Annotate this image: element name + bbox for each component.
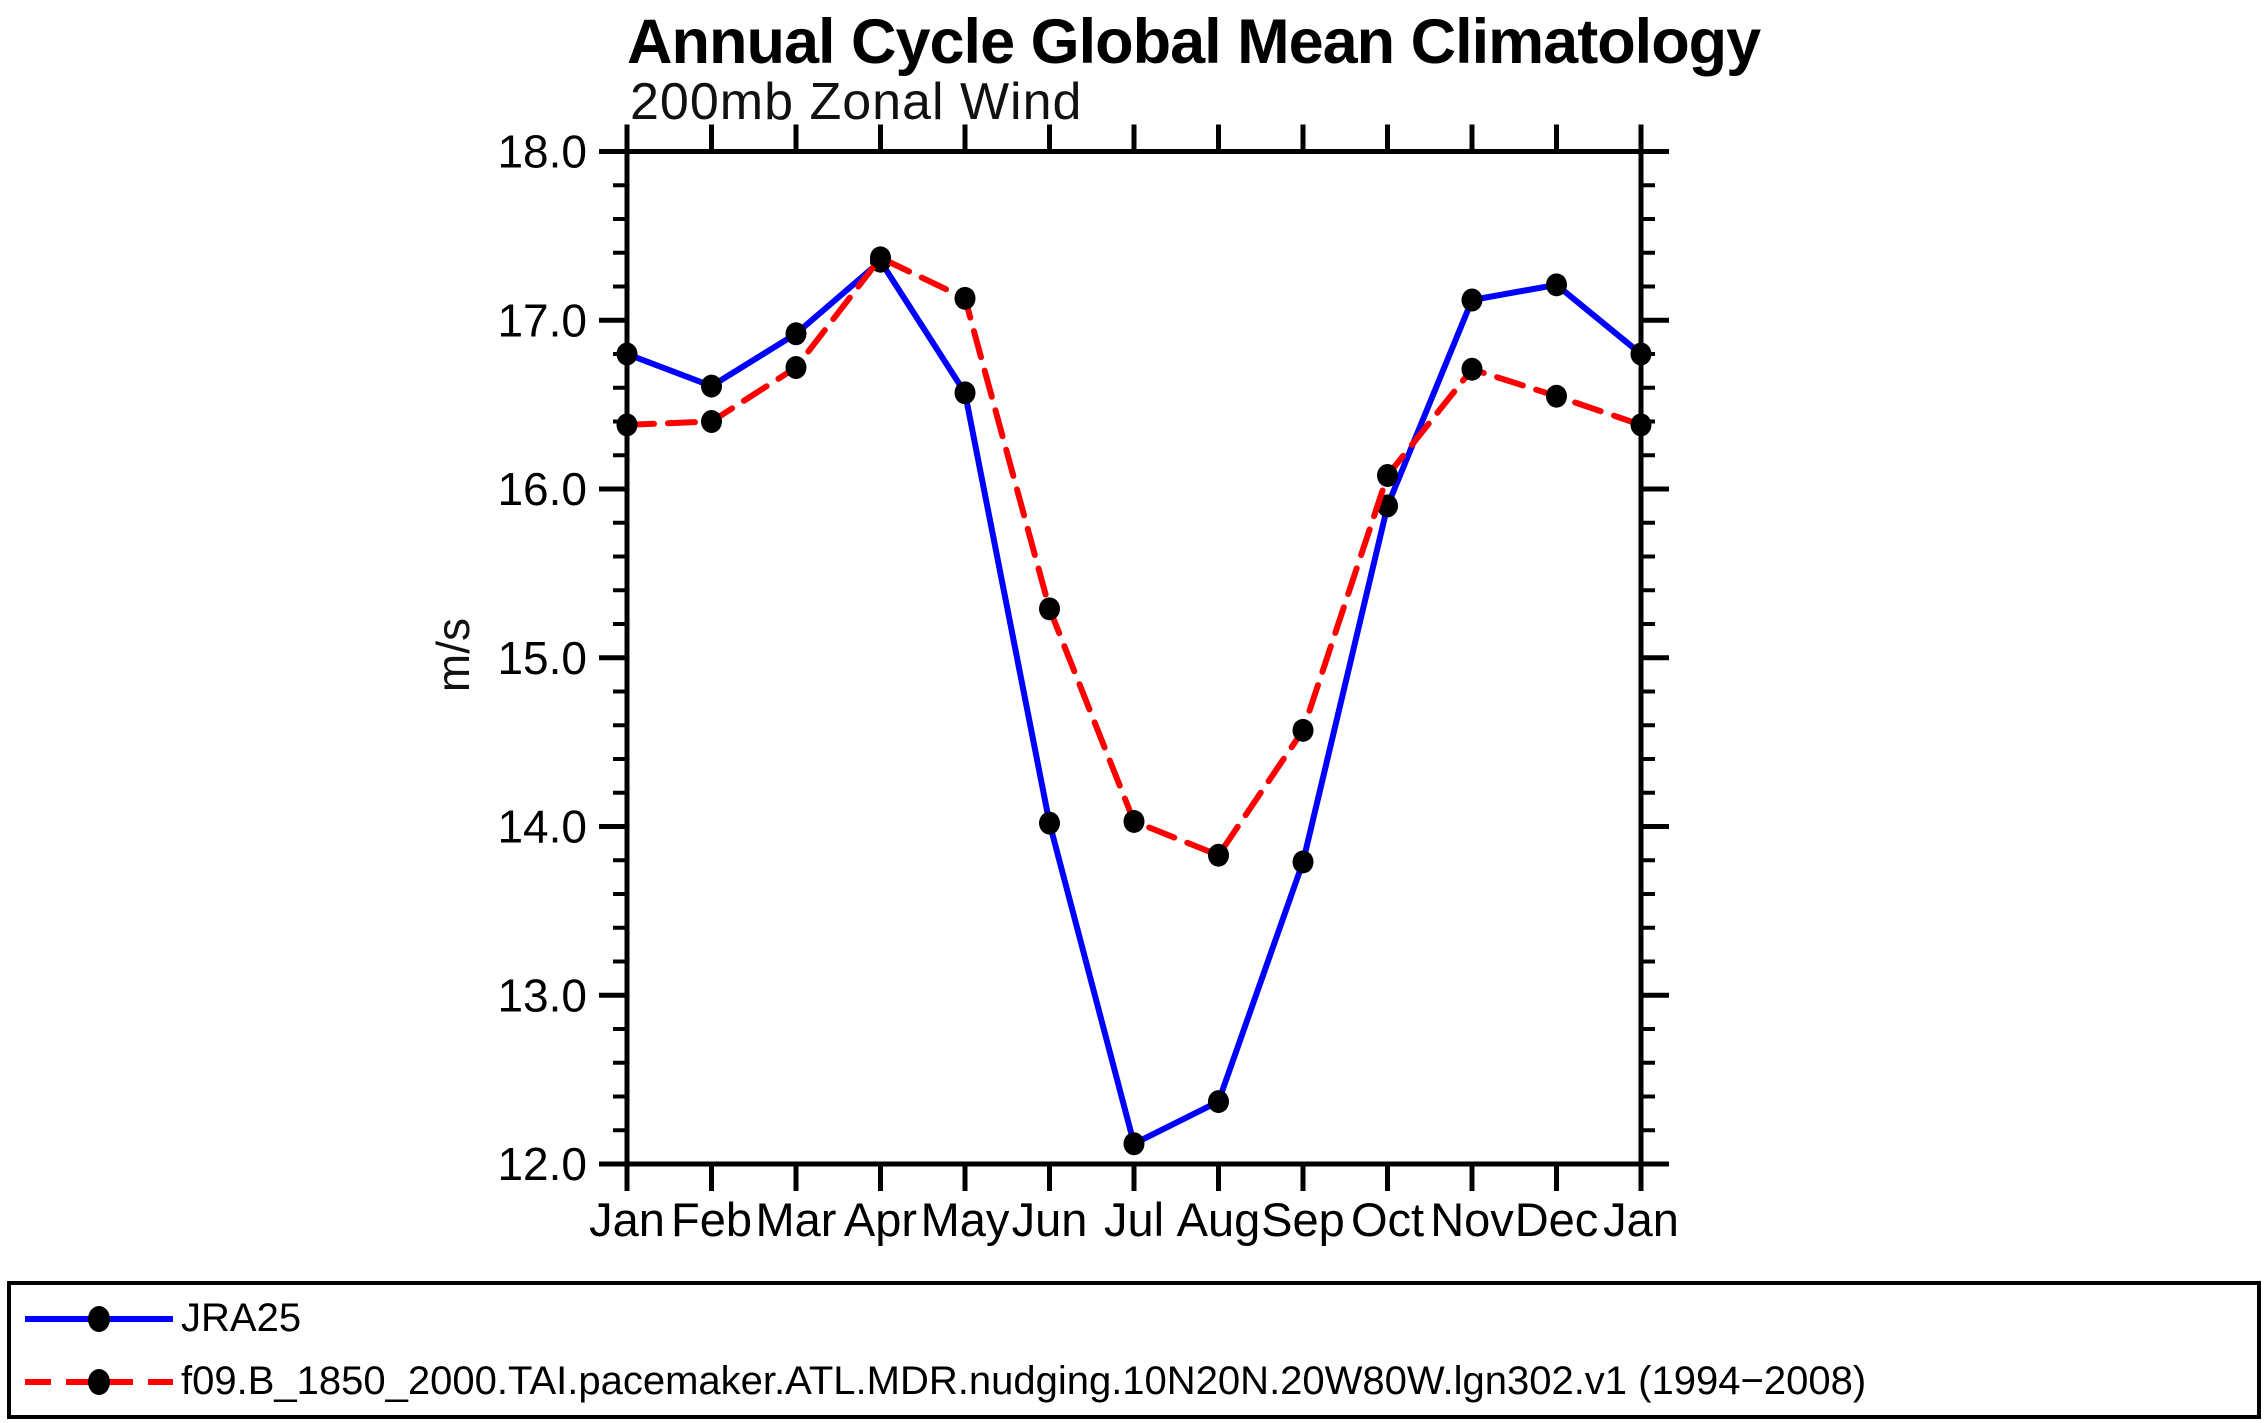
data-point — [1292, 850, 1314, 874]
x-tick-label: Feb — [671, 1193, 752, 1246]
x-tick-label: Jul — [1104, 1193, 1164, 1246]
chart-title: Annual Cycle Global Mean Climatology — [627, 7, 1761, 77]
y-tick-label: 15.0 — [497, 632, 587, 684]
y-tick-label: 14.0 — [497, 801, 587, 853]
data-point — [1292, 718, 1314, 742]
legend-swatch-dashed-line — [25, 1368, 173, 1395]
x-tick-label: Apr — [844, 1193, 917, 1246]
x-tick-label: Jan — [589, 1193, 665, 1246]
data-point — [1208, 843, 1229, 867]
data-point — [954, 381, 976, 405]
data-point — [954, 286, 976, 310]
data-point — [1546, 384, 1567, 408]
series-line-0 — [624, 258, 1644, 1147]
data-point — [785, 322, 807, 346]
x-tick-label: Jan — [1603, 1193, 1679, 1246]
data-point — [1630, 413, 1652, 437]
y-tick-label: 12.0 — [497, 1138, 587, 1190]
data-point — [1461, 288, 1483, 312]
x-tick-label: Dec — [1515, 1193, 1599, 1246]
x-tick-label: Oct — [1351, 1193, 1424, 1246]
legend-entry-model: f09.B_1850_2000.TAI.pacemaker.ATL.MDR.nu… — [23, 1354, 2257, 1410]
y-tick-label: 16.0 — [497, 463, 587, 515]
x-tick-label: Sep — [1261, 1193, 1345, 1246]
legend-label: f09.B_1850_2000.TAI.pacemaker.ATL.MDR.nu… — [181, 1359, 1867, 1403]
axis-frame — [624, 149, 1644, 1167]
legend-marker-dot — [88, 1368, 110, 1395]
data-point — [870, 246, 891, 270]
x-tick-label: May — [921, 1193, 1010, 1246]
data-point — [1630, 342, 1652, 366]
data-point — [616, 342, 638, 366]
x-tick-label: Aug — [1177, 1193, 1261, 1246]
data-point — [1123, 809, 1145, 833]
legend-label: JRA25 — [181, 1296, 302, 1340]
data-point — [785, 356, 807, 379]
data-point — [701, 410, 722, 433]
data-point — [616, 413, 638, 437]
data-point — [701, 374, 722, 398]
legend-swatch-solid-line — [25, 1305, 173, 1332]
data-point — [1039, 811, 1060, 835]
x-tick-label: Mar — [756, 1193, 837, 1246]
data-point — [1461, 357, 1483, 381]
data-point — [1208, 1090, 1229, 1114]
data-point — [1039, 597, 1060, 621]
data-point — [1546, 273, 1567, 297]
legend-marker-dot — [88, 1305, 110, 1332]
y-tick-label: 17.0 — [497, 294, 587, 346]
chart-subtitle: 200mb Zonal Wind — [630, 73, 1083, 131]
data-point — [1123, 1132, 1145, 1156]
x-tick-label: Jun — [1012, 1193, 1088, 1246]
data-point — [1377, 464, 1398, 487]
y-tick-label: 18.0 — [497, 126, 587, 178]
legend-entry-jra25: JRA25 — [23, 1291, 2257, 1347]
legend-box: JRA25 f09.B_1850_2000.TAI.pacemaker.ATL.… — [7, 1281, 2261, 1419]
y-tick-label: 13.0 — [497, 969, 587, 1021]
x-tick-label: Nov — [1430, 1193, 1514, 1246]
